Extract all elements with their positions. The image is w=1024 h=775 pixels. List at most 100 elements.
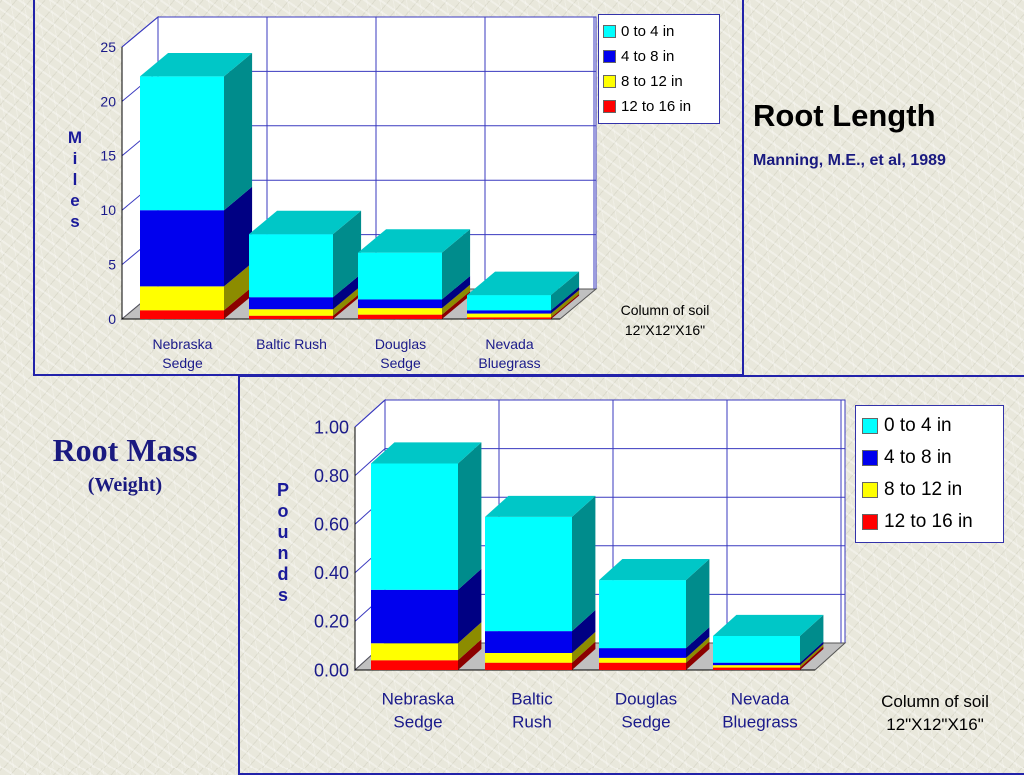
- y-tick-label: 5: [108, 257, 116, 273]
- legend-label: 8 to 12 in: [621, 73, 683, 90]
- legend-swatch: [603, 50, 616, 63]
- x-tick-label: Sedge: [621, 713, 670, 732]
- bar-segment-side: [224, 186, 253, 287]
- bar-segment-top: [599, 559, 710, 581]
- legend-item: 0 to 4 in: [862, 410, 997, 442]
- x-tick-label: Baltic Rush: [256, 336, 327, 352]
- bar-segment-side: [800, 644, 824, 668]
- root-mass-subtitle: (Weight): [87, 474, 163, 496]
- gridline: [121, 16, 159, 48]
- y-tick-label: 10: [100, 202, 116, 218]
- root-length-soil-note: Column of soil 12"X12"X16": [590, 300, 740, 340]
- y-axis-label-letter: i: [72, 149, 78, 168]
- bar-segment-top: [140, 52, 253, 77]
- legend-item: 12 to 16 in: [603, 94, 715, 119]
- bar-segment-top: [467, 271, 580, 296]
- legend-item: 8 to 12 in: [603, 69, 715, 94]
- x-tick-label: Douglas: [615, 690, 677, 709]
- y-axis-label-letter: P: [276, 480, 289, 500]
- legend-item: 4 to 8 in: [603, 44, 715, 69]
- bar-segment-front: [599, 662, 686, 670]
- bar-segment-side: [333, 273, 362, 310]
- bar-segment-front: [358, 252, 442, 300]
- x-tick-label: Sedge: [393, 713, 442, 732]
- legend-item: 0 to 4 in: [603, 19, 715, 44]
- y-axis-label-letter: e: [70, 191, 80, 210]
- legend-swatch: [862, 450, 878, 466]
- bar-stack: [249, 210, 362, 319]
- bar-segment-side: [800, 641, 824, 666]
- bar-segment-side: [442, 291, 471, 319]
- y-tick-label: 20: [100, 93, 116, 109]
- legend-label: 12 to 16 in: [621, 98, 692, 115]
- bar-segment-front: [249, 297, 333, 310]
- bar-segment-side: [572, 641, 596, 670]
- x-tick-label: Douglas: [375, 336, 426, 352]
- bar-segment-front: [249, 315, 333, 319]
- note-line: Column of soil: [620, 302, 710, 318]
- bar-segment-side: [686, 641, 710, 670]
- root-mass-soil-note: Column of soil 12"X12"X16": [855, 690, 1015, 736]
- bar-stack: [599, 559, 710, 670]
- y-tick-label: 0.80: [314, 466, 349, 486]
- bar-segment-front: [467, 313, 551, 318]
- bar-segment-side: [458, 622, 482, 661]
- bar-segment-front: [371, 589, 458, 644]
- legend-label: 0 to 4 in: [621, 23, 675, 40]
- x-tick-label: Nebraska: [153, 336, 213, 352]
- x-tick-label: Sedge: [380, 355, 421, 371]
- y-tick-label: 1.00: [314, 417, 349, 437]
- bar-segment-side: [686, 627, 710, 658]
- legend-label: 4 to 8 in: [621, 48, 675, 65]
- bar-segment-side: [458, 568, 482, 644]
- legend-item: 4 to 8 in: [862, 442, 997, 474]
- legend-swatch: [862, 482, 878, 498]
- bar-segment-side: [224, 262, 253, 311]
- bar-segment-front: [140, 310, 224, 319]
- y-axis-label-letter: n: [277, 543, 289, 563]
- bar-segment-front: [140, 76, 224, 211]
- bar-segment-side: [333, 285, 362, 316]
- bar-segment-front: [713, 665, 800, 668]
- legend-item: 8 to 12 in: [862, 474, 997, 506]
- bar-segment-front: [713, 662, 800, 666]
- bar-segment-front: [371, 643, 458, 661]
- legend-swatch: [603, 25, 616, 38]
- gridline: [354, 448, 386, 476]
- bar-segment-front: [358, 314, 442, 319]
- bar-segment-front: [599, 657, 686, 663]
- legend-swatch: [862, 514, 878, 530]
- bar-segment-front: [599, 580, 686, 649]
- bar-segment-front: [599, 648, 686, 658]
- bar-segment-front: [358, 299, 442, 309]
- bar-segment-side: [800, 614, 824, 663]
- bar-segment-side: [551, 271, 580, 311]
- bar-segment-side: [551, 293, 580, 319]
- y-axis-label-letter: u: [277, 522, 289, 542]
- x-tick-label: Bluegrass: [722, 713, 798, 732]
- bar-segment-front: [371, 463, 458, 590]
- bar-segment-top: [358, 229, 471, 253]
- bar-stack: [467, 271, 580, 319]
- bar-segment-side: [551, 290, 580, 318]
- x-tick-label: Nevada: [485, 336, 533, 352]
- gridline: [354, 399, 386, 428]
- root-length-citation: Manning, M.E., et al, 1989: [753, 152, 946, 169]
- bar-segment-front: [358, 308, 442, 315]
- y-axis-label-letter: l: [72, 170, 78, 189]
- y-axis-label-letter: d: [277, 564, 289, 584]
- legend-swatch: [603, 100, 616, 113]
- bar-segment-front: [713, 635, 800, 663]
- bar-stack: [713, 614, 824, 670]
- root-length-legend: 0 to 4 in 4 to 8 in 8 to 12 in 12 to 16 in: [598, 14, 720, 124]
- bar-segment-side: [572, 495, 596, 632]
- root-length-title: Root Length: [753, 98, 936, 133]
- legend-label: 12 to 16 in: [884, 511, 973, 532]
- bar-segment-side: [442, 229, 471, 300]
- bar-segment-front: [249, 234, 333, 298]
- bar-segment-top: [249, 210, 362, 235]
- bar-segment-top: [713, 614, 824, 636]
